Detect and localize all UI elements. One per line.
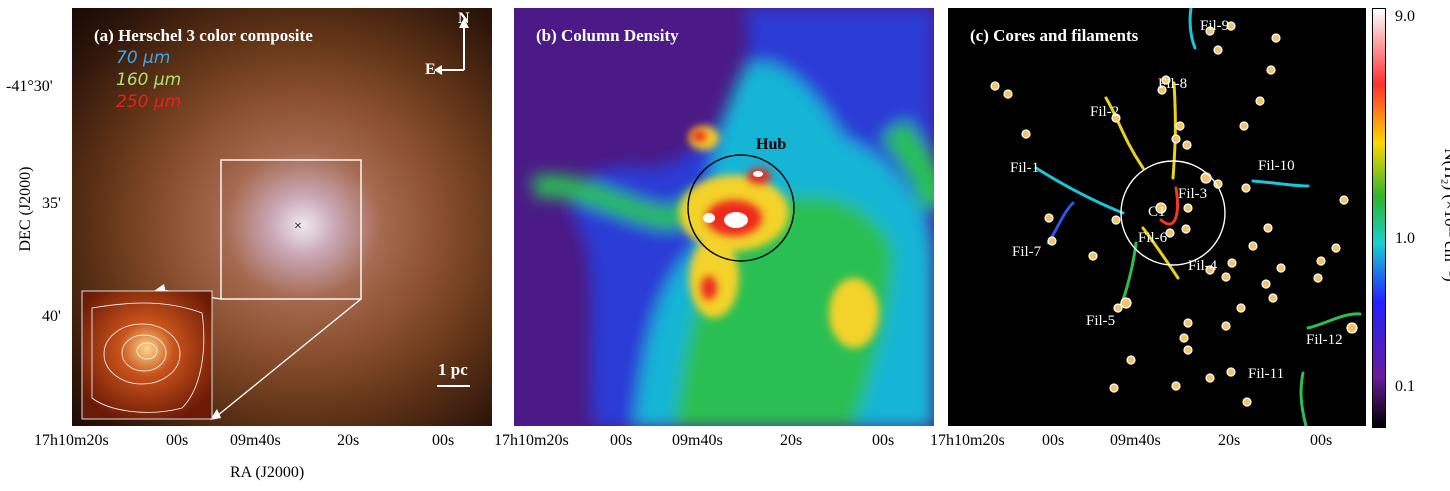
fil-8-label: Fil-8 bbox=[1158, 76, 1188, 92]
arrow-head-2 bbox=[210, 409, 221, 420]
b-xtick-0: 17h10m20s bbox=[494, 432, 569, 449]
panel-b-column-density: (b) Column Density Hub bbox=[514, 8, 934, 426]
c-xtick-3: 20s bbox=[1218, 432, 1241, 449]
panel-a-title: (a) Herschel 3 color composite bbox=[94, 26, 313, 45]
fil-3-label: Fil-3 bbox=[1178, 186, 1208, 202]
zoom-box bbox=[220, 159, 362, 300]
fil-4-label: Fil-4 bbox=[1188, 258, 1218, 274]
colorbar-tick-01: 0.1 bbox=[1395, 378, 1415, 395]
inset-contours bbox=[91, 302, 205, 413]
c-xtick-2: 09m40s bbox=[1110, 432, 1161, 449]
fil-5-label: Fil-5 bbox=[1086, 313, 1116, 329]
panel-b-title: (b) Column Density bbox=[536, 26, 679, 45]
fil-6-label: Fil-6 bbox=[1138, 230, 1168, 246]
compass-n-label: N bbox=[458, 10, 470, 27]
y-axis-title: DEC (J2000) bbox=[17, 166, 34, 252]
hub-circle-c bbox=[1120, 160, 1226, 266]
panel-c-title: (c) Cores and filaments bbox=[970, 26, 1139, 45]
scalebar-label: 1 pc bbox=[438, 360, 468, 379]
x-axis-title: RA (J2000) bbox=[230, 464, 305, 481]
zoom-line-2 bbox=[216, 298, 362, 417]
hub-label: Hub bbox=[756, 136, 787, 153]
b-xtick-4: 00s bbox=[872, 432, 895, 449]
ytick-30: -41°30' bbox=[6, 78, 53, 95]
fil-1-label: Fil-1 bbox=[1010, 160, 1040, 176]
cores-filaments-map bbox=[990, 8, 1362, 426]
compass-e-label: E bbox=[425, 61, 436, 78]
fil-2-label: Fil-2 bbox=[1090, 104, 1120, 120]
b-xtick-3: 20s bbox=[780, 432, 803, 449]
a-xtick-3: 20s bbox=[337, 432, 360, 449]
legend-250um: 250 μm bbox=[116, 92, 182, 112]
hub-circle bbox=[687, 154, 795, 262]
legend-70um: 70 μm bbox=[116, 48, 171, 68]
c-xtick-1: 00s bbox=[1042, 432, 1065, 449]
core-c1-label: C1 bbox=[1148, 204, 1166, 220]
filament-spines bbox=[1034, 8, 1362, 426]
colorbar-label: N(H₂) (×10²² cm⁻²) bbox=[1441, 148, 1450, 282]
b-xtick-1: 00s bbox=[610, 432, 633, 449]
a-xtick-2: 09m40s bbox=[230, 432, 281, 449]
b-xtick-2: 09m40s bbox=[672, 432, 723, 449]
a-xtick-1: 00s bbox=[166, 432, 189, 449]
colorbar-tick-1: 1.0 bbox=[1395, 230, 1415, 247]
panel-a-composite: × (a) Herschel 3 color composite 70 μm 1… bbox=[72, 8, 492, 426]
c-xtick-4: 00s bbox=[1310, 432, 1333, 449]
fil-11-label: Fil-11 bbox=[1248, 366, 1285, 382]
legend-160um: 160 μm bbox=[116, 70, 182, 90]
hub-peak-cores bbox=[703, 171, 763, 228]
panel-c-cores-filaments: (c) Cores and filaments Fil-1 Fil-2 Fil-… bbox=[948, 8, 1366, 426]
fil-7-label: Fil-7 bbox=[1012, 244, 1042, 260]
colorbar-tick-9: 9.0 bbox=[1395, 8, 1415, 25]
a-xtick-4: 00s bbox=[432, 432, 455, 449]
column-density-map bbox=[531, 8, 934, 426]
ytick-40: 40' bbox=[42, 308, 61, 325]
colorbar bbox=[1372, 8, 1386, 428]
ytick-35: 35' bbox=[42, 195, 61, 212]
fil-10-label: Fil-10 bbox=[1258, 158, 1295, 174]
c-xtick-0: 17h10m20s bbox=[930, 432, 1005, 449]
cores bbox=[990, 21, 1358, 407]
center-cross: × bbox=[294, 219, 302, 234]
a-xtick-0: 17h10m20s bbox=[34, 432, 109, 449]
fil-9-label: Fil-9 bbox=[1200, 18, 1230, 34]
fil-12-label: Fil-12 bbox=[1306, 332, 1343, 348]
panel-a-overlay: × bbox=[81, 18, 470, 420]
